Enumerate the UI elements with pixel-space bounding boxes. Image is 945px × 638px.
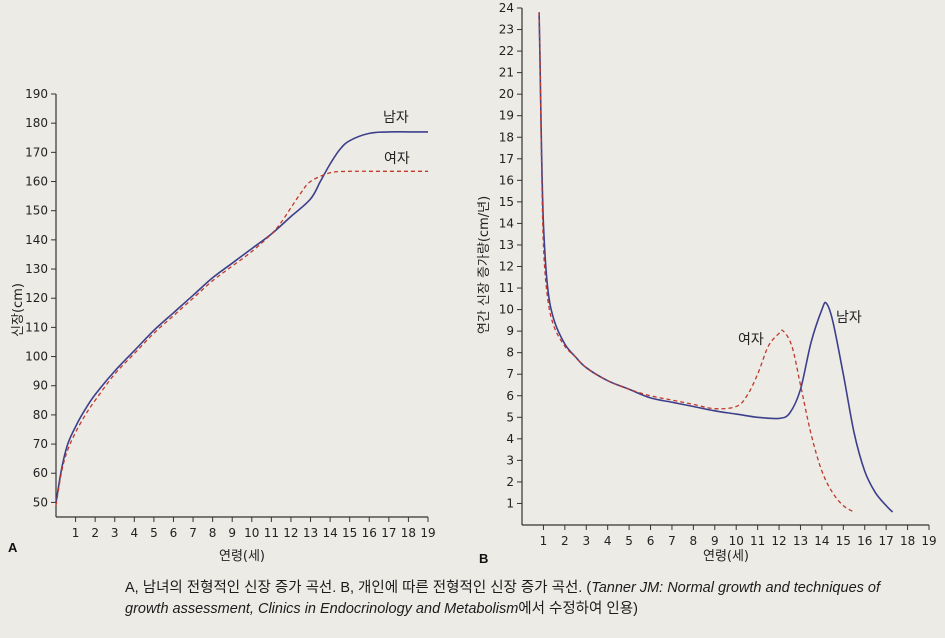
series-line-male xyxy=(538,12,894,513)
x-tick-label: 4 xyxy=(130,526,138,540)
x-tick-label: 5 xyxy=(150,526,158,540)
y-tick-label: 8 xyxy=(506,346,514,360)
series-label: 여자 xyxy=(384,151,410,167)
x-tick-label: 8 xyxy=(690,534,698,548)
y-tick-label: 100 xyxy=(25,350,48,364)
y-tick-label: 50 xyxy=(33,495,48,509)
y-tick-label: 180 xyxy=(25,116,48,130)
x-tick-label: 11 xyxy=(264,526,279,540)
x-tick-label: 10 xyxy=(244,526,259,540)
y-tick-label: 120 xyxy=(25,291,48,305)
y-tick-label: 16 xyxy=(499,173,514,187)
x-tick-label: 14 xyxy=(322,526,337,540)
x-tick-label: 1 xyxy=(72,526,80,540)
series-line-female xyxy=(538,12,855,513)
x-tick-label: 16 xyxy=(857,534,872,548)
y-tick-label: 150 xyxy=(25,204,48,218)
x-tick-label: 5 xyxy=(625,534,633,548)
y-tick-label: 19 xyxy=(499,109,514,123)
x-tick-label: 19 xyxy=(921,534,936,548)
x-tick-label: 14 xyxy=(814,534,829,548)
x-tick-label: 10 xyxy=(729,534,744,548)
caption-citation: Tanner JM: Normal growth and techniques … xyxy=(125,580,880,617)
velocity-chart-panel: 1234567891011121314151617181920212223241… xyxy=(477,1,937,566)
x-tick-label: 11 xyxy=(750,534,765,548)
series-line-male xyxy=(55,131,428,503)
y-tick-label: 14 xyxy=(499,216,514,230)
y-tick-label: 24 xyxy=(499,1,514,15)
x-axis-title: 연령(세) xyxy=(219,549,265,564)
x-tick-label: 4 xyxy=(604,534,612,548)
y-tick-label: 18 xyxy=(499,130,514,144)
x-tick-label: 12 xyxy=(771,534,786,548)
y-tick-label: 110 xyxy=(25,320,48,334)
x-tick-label: 2 xyxy=(561,534,569,548)
x-tick-label: 16 xyxy=(362,526,377,540)
y-tick-label: 60 xyxy=(33,466,48,480)
x-tick-label: 9 xyxy=(228,526,236,540)
y-tick-label: 3 xyxy=(506,453,514,467)
x-tick-label: 7 xyxy=(668,534,676,548)
x-tick-label: 6 xyxy=(647,534,655,548)
x-tick-label: 8 xyxy=(209,526,217,540)
series-label: 남자 xyxy=(383,110,409,126)
y-tick-label: 22 xyxy=(499,44,514,58)
panel-label: B xyxy=(479,551,488,566)
caption-text: A, 남녀의 전형적인 신장 증가 곡선. B, 개인에 따른 전형적인 신장 … xyxy=(125,580,592,596)
y-tick-label: 6 xyxy=(506,389,514,403)
height-chart-panel: 5060708090100110120130140150160170180190… xyxy=(8,87,436,564)
x-tick-label: 12 xyxy=(283,526,298,540)
x-tick-label: 17 xyxy=(879,534,894,548)
x-tick-label: 9 xyxy=(711,534,719,548)
y-tick-label: 130 xyxy=(25,262,48,276)
y-tick-label: 21 xyxy=(499,66,514,80)
panel-label: A xyxy=(8,540,18,555)
y-tick-label: 2 xyxy=(506,475,514,489)
y-tick-label: 160 xyxy=(25,175,48,189)
x-tick-label: 13 xyxy=(303,526,318,540)
y-tick-label: 9 xyxy=(506,324,514,338)
y-tick-label: 11 xyxy=(499,281,514,295)
y-axis-title: 신장(cm) xyxy=(11,283,26,337)
y-tick-label: 10 xyxy=(499,303,514,317)
y-tick-label: 80 xyxy=(33,408,48,422)
y-tick-label: 90 xyxy=(33,379,48,393)
x-tick-label: 17 xyxy=(381,526,396,540)
y-tick-label: 12 xyxy=(499,260,514,274)
y-tick-label: 170 xyxy=(25,145,48,159)
y-tick-label: 190 xyxy=(25,87,48,101)
x-tick-label: 1 xyxy=(540,534,548,548)
x-tick-label: 15 xyxy=(836,534,851,548)
y-tick-label: 70 xyxy=(33,437,48,451)
x-tick-label: 18 xyxy=(401,526,416,540)
x-tick-label: 6 xyxy=(170,526,178,540)
x-axis-title: 연령(세) xyxy=(703,549,749,564)
series-label: 여자 xyxy=(738,332,764,348)
x-tick-label: 13 xyxy=(793,534,808,548)
y-tick-label: 140 xyxy=(25,233,48,247)
series-label: 남자 xyxy=(836,310,862,326)
y-tick-label: 15 xyxy=(499,195,514,209)
x-tick-label: 7 xyxy=(189,526,197,540)
x-tick-label: 2 xyxy=(91,526,99,540)
y-tick-label: 13 xyxy=(499,238,514,252)
caption-suffix: 에서 수정하여 인용) xyxy=(518,601,638,617)
y-tick-label: 20 xyxy=(499,87,514,101)
series-line-female xyxy=(55,170,428,506)
y-axis-title: 연간 신장 증가량(cm/년) xyxy=(477,196,492,334)
x-tick-label: 19 xyxy=(420,526,435,540)
y-tick-label: 5 xyxy=(506,410,514,424)
x-tick-label: 15 xyxy=(342,526,357,540)
y-tick-label: 4 xyxy=(506,432,514,446)
x-tick-label: 3 xyxy=(582,534,590,548)
x-tick-label: 18 xyxy=(900,534,915,548)
y-tick-label: 23 xyxy=(499,23,514,37)
y-tick-label: 7 xyxy=(506,367,514,381)
y-tick-label: 17 xyxy=(499,152,514,166)
figure-caption: A, 남녀의 전형적인 신장 증가 곡선. B, 개인에 따른 전형적인 신장 … xyxy=(125,578,885,620)
y-tick-label: 1 xyxy=(506,496,514,510)
x-tick-label: 3 xyxy=(111,526,119,540)
